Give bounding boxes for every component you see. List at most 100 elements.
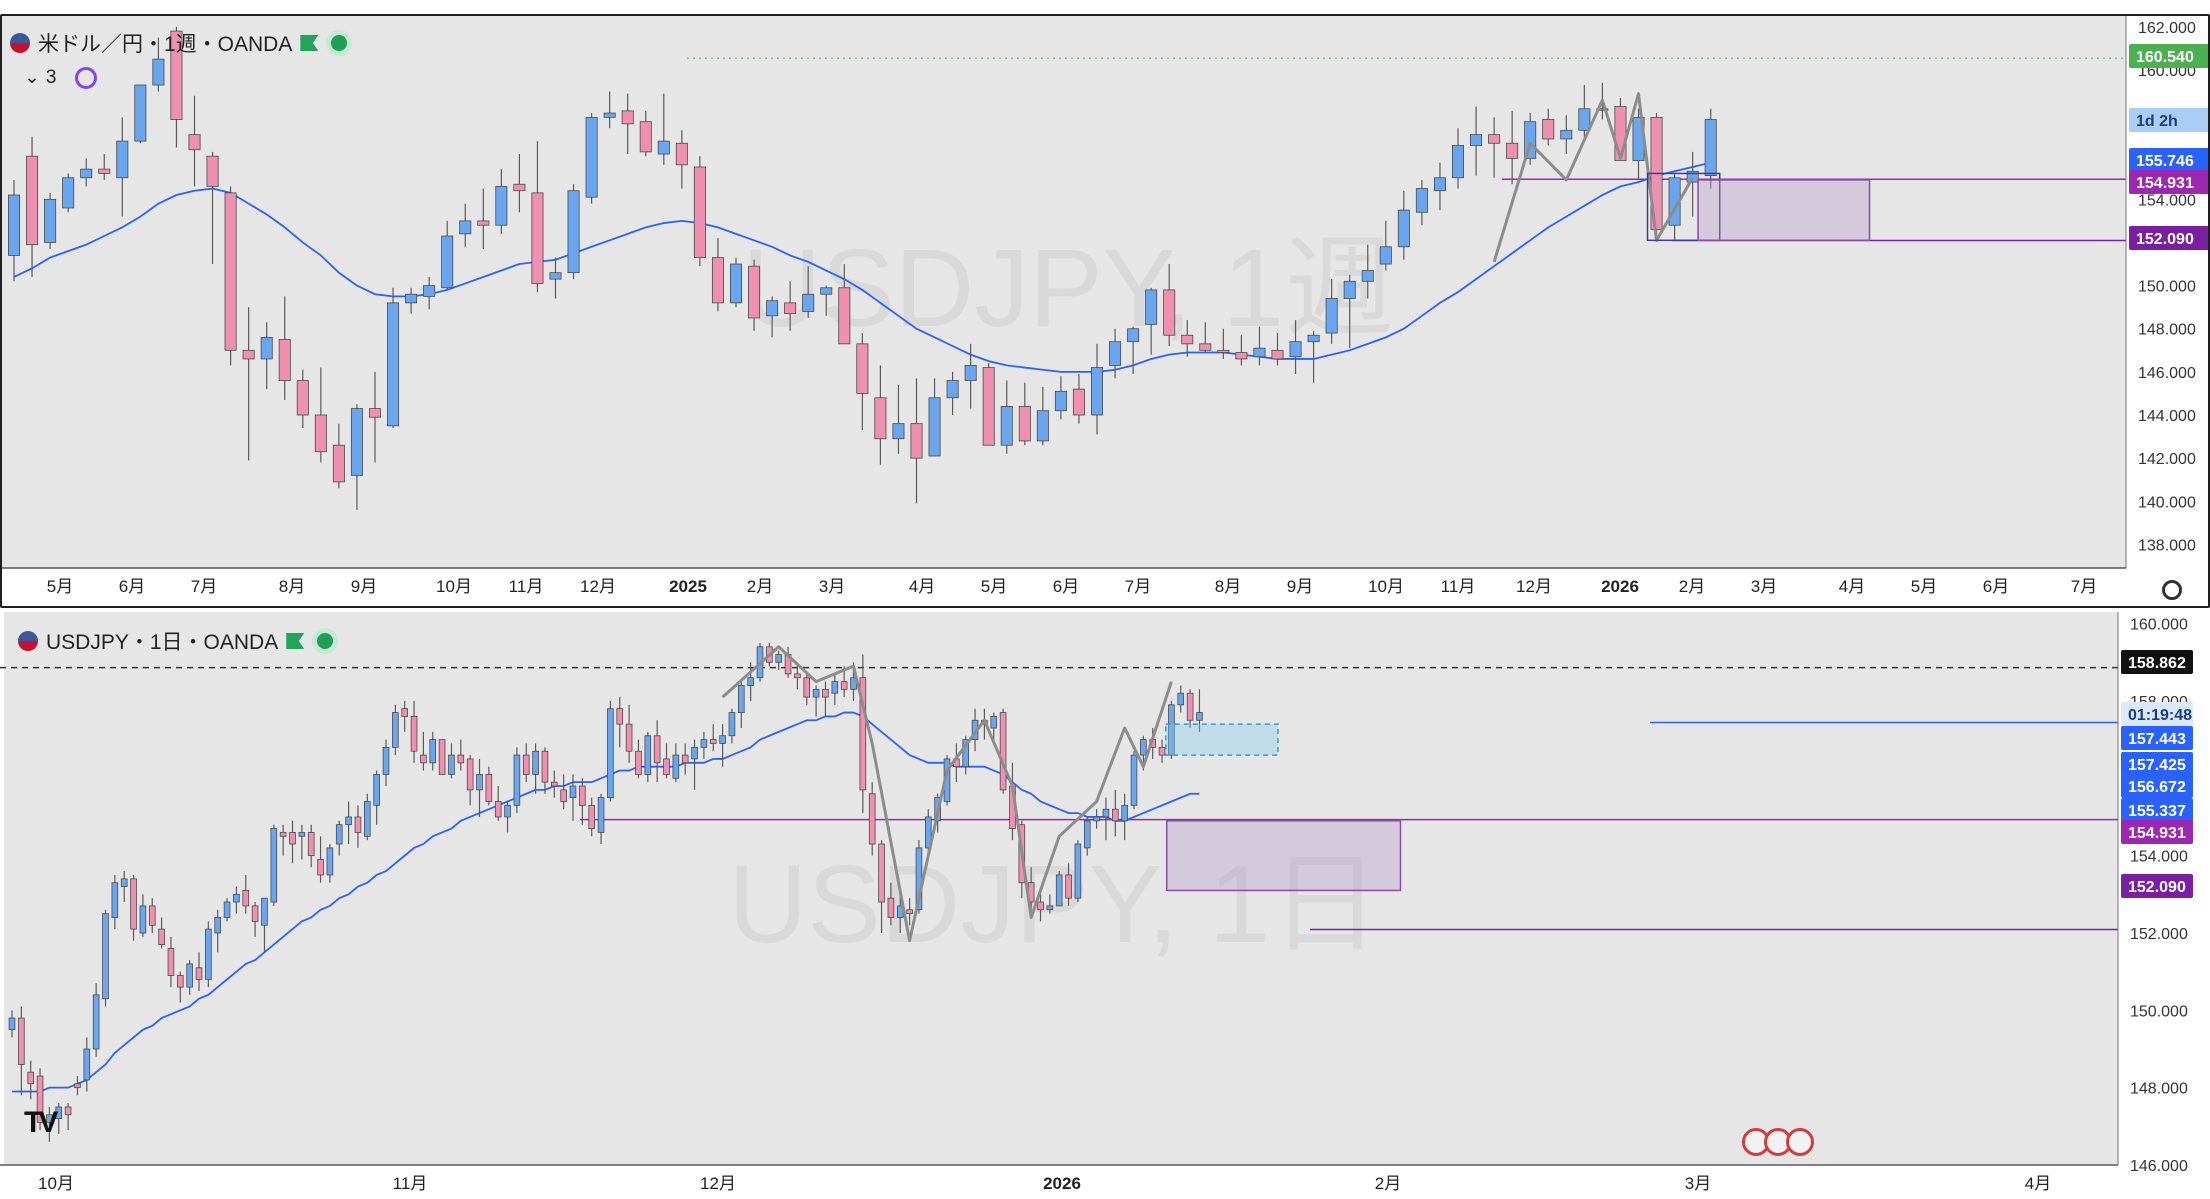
price-label-box — [2121, 774, 2193, 798]
bullish-candle — [223, 901, 231, 918]
time-tick-label: 12月 — [700, 1174, 736, 1193]
bullish-candle — [1307, 334, 1320, 343]
bullish-candle — [134, 84, 147, 142]
bullish-candle — [1074, 843, 1082, 899]
bullish-candle — [585, 116, 598, 198]
bearish-candle — [1112, 808, 1119, 822]
bearish-candle — [1072, 388, 1085, 416]
bearish-candle — [242, 890, 250, 907]
bullish-candle — [928, 397, 941, 457]
bullish-candle — [962, 739, 969, 768]
bullish-candle — [1361, 270, 1374, 282]
price-label-text: 1d 2h — [2136, 113, 2178, 130]
usdjpy-flag-icon — [10, 33, 30, 53]
bullish-candle — [326, 847, 334, 876]
bearish-candle — [26, 155, 39, 246]
bullish-candle — [719, 735, 726, 744]
bearish-candle — [410, 716, 418, 752]
bearish-candle — [206, 155, 219, 187]
price-label-box — [2121, 726, 2193, 750]
bearish-candle — [188, 134, 201, 151]
bearish-candle — [438, 739, 446, 775]
usdjpy-flag-icon — [18, 631, 38, 651]
price-label-text: 155.337 — [2128, 803, 2186, 820]
collapse-chevron-icon[interactable]: ⌄ — [24, 67, 40, 88]
bullish-candle — [298, 832, 306, 837]
events-flags[interactable] — [1742, 1128, 1814, 1156]
us-event-flag-icon[interactable] — [1786, 1128, 1814, 1156]
price-label-box — [2121, 820, 2193, 844]
daily-chart-panel[interactable]: USDJPY, 1日160.000158.000154.000152.00015… — [0, 612, 2210, 1199]
time-tick-label: 6月 — [119, 577, 145, 596]
time-tick-label: 9月 — [1287, 577, 1313, 596]
bullish-candle — [747, 677, 754, 686]
bearish-candle — [1271, 349, 1284, 360]
bullish-candle — [116, 140, 129, 179]
price-label-box — [2121, 798, 2193, 822]
daily-chart-title: USDJPY・1日・OANDA — [46, 631, 279, 654]
price-label-box — [2129, 44, 2208, 68]
bearish-candle — [242, 349, 255, 360]
time-tick-label: 3月 — [819, 577, 845, 596]
bullish-candle — [1093, 816, 1100, 822]
weekly-plot-area[interactable] — [2, 16, 2126, 568]
bearish-candle — [278, 339, 291, 381]
bullish-candle — [569, 785, 577, 799]
price-tick-label: 152.000 — [2130, 926, 2188, 943]
bearish-candle — [874, 397, 887, 440]
bearish-candle — [1506, 142, 1519, 159]
bullish-candle — [1145, 289, 1158, 325]
time-tick-label: 2026 — [1601, 577, 1639, 596]
settings-icon[interactable] — [2162, 580, 2182, 600]
bearish-candle — [158, 928, 165, 945]
time-tick-label: 10月 — [38, 1174, 74, 1193]
bearish-candle — [621, 110, 634, 125]
bullish-candle — [111, 882, 119, 918]
bullish-candle — [8, 1017, 16, 1031]
sync-icon[interactable] — [74, 66, 97, 89]
time-tick-label: 2025 — [669, 577, 707, 596]
bearish-candle — [840, 681, 848, 690]
weekly-chart-panel[interactable]: USDJPY, 1週162.000160.000158.000156.00015… — [0, 14, 2210, 608]
bearish-candle — [693, 166, 706, 258]
bullish-candle — [373, 774, 380, 806]
bearish-candle — [279, 832, 287, 837]
bearish-candle — [625, 723, 633, 752]
bullish-candle — [1415, 188, 1428, 213]
weekly-indicator-row[interactable]: ⌄ 3 — [24, 66, 97, 89]
bullish-candle — [139, 905, 147, 934]
bullish-candle — [1704, 119, 1717, 177]
bullish-candle — [730, 263, 742, 304]
bullish-candle — [1054, 390, 1067, 412]
bullish-candle — [1560, 129, 1573, 140]
time-tick-label: 11月 — [393, 1174, 428, 1193]
bullish-candle — [1055, 874, 1063, 907]
bearish-candle — [477, 220, 490, 226]
bearish-candle — [1065, 874, 1072, 899]
bearish-candle — [822, 688, 829, 698]
bullish-candle — [205, 928, 212, 980]
bullish-candle — [423, 285, 436, 297]
bullish-candle — [513, 754, 521, 806]
price-label-text: 155.746 — [2136, 153, 2194, 170]
bullish-candle — [1140, 739, 1147, 756]
zone-rectangle — [1646, 172, 1721, 242]
bullish-candle — [120, 878, 128, 887]
bullish-candle — [1177, 692, 1185, 706]
zone-rectangle — [1697, 179, 1871, 242]
bullish-candle — [691, 746, 698, 760]
bullish-candle — [1686, 170, 1699, 183]
time-tick-label: 2月 — [1679, 577, 1705, 596]
bearish-candle — [709, 739, 717, 744]
zigzag-drawing — [721, 645, 1173, 943]
bullish-candle — [350, 408, 363, 476]
bullish-candle — [532, 750, 539, 775]
us-event-flag-icon[interactable] — [1764, 1128, 1792, 1156]
bearish-candle — [910, 423, 923, 459]
bullish-candle — [1524, 121, 1537, 159]
bearish-candle — [466, 758, 474, 791]
price-label-box — [2129, 148, 2208, 172]
bullish-candle — [892, 423, 905, 440]
bullish-candle — [1343, 280, 1356, 299]
bullish-candle — [233, 893, 240, 903]
